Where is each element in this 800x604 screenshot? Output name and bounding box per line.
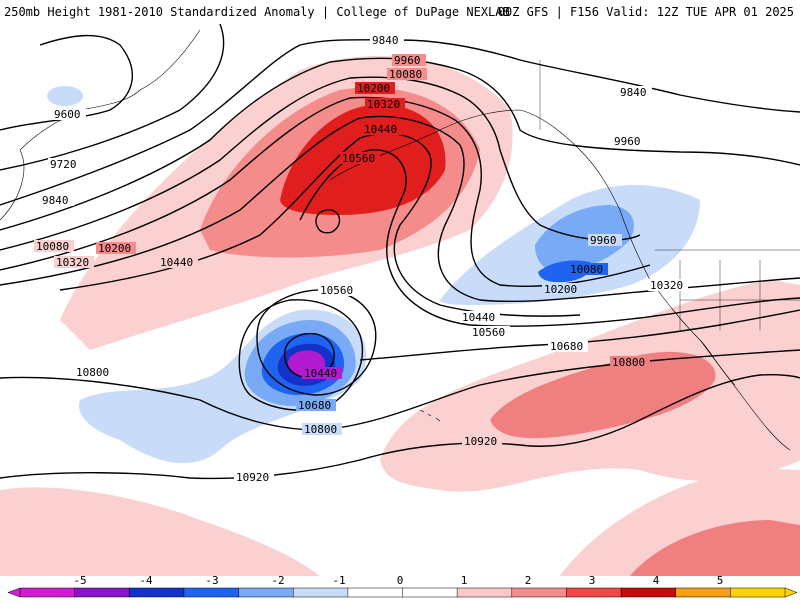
map-header: 250mb Height 1981-2010 Standardized Anom…: [0, 0, 800, 24]
contour-label: 10080: [389, 68, 422, 81]
colorbar-segment: [19, 587, 76, 598]
contour-9600: [0, 34, 134, 131]
colorbar-segment: [347, 587, 404, 598]
contour-label: 10440: [160, 256, 193, 269]
contour-10440-ring: [283, 332, 335, 378]
contour-label: 9840: [42, 194, 69, 207]
colorbar-tick: -5: [73, 574, 86, 587]
contour-9720: [0, 24, 225, 171]
contour-label: 10800: [612, 356, 645, 369]
colorbar-segment: [129, 587, 185, 598]
contour-label: 10200: [98, 242, 131, 255]
contour-10320: [0, 115, 800, 303]
map-title: 250mb Height 1981-2010 Standardized Anom…: [4, 5, 510, 19]
colorbar-tick: -3: [205, 574, 218, 587]
contour-label: 10080: [570, 263, 603, 276]
hawaii-islands: [419, 409, 441, 422]
colorbar-segment: [730, 587, 786, 598]
colorbar-segment: [74, 587, 130, 598]
colorbar-canvas: -5 -4 -3 -2 -1 0 1 2 3 4 5: [7, 574, 798, 598]
contour-10680: [238, 299, 364, 411]
contour-label: 10440: [364, 123, 397, 136]
colorbar-tick: 1: [461, 574, 468, 587]
contour-label: 10920: [236, 471, 269, 484]
contour-label: 10680: [550, 340, 583, 353]
colorbar-segment: [620, 587, 677, 598]
contour-label: 10440: [304, 367, 337, 380]
contour-10560-north: [299, 149, 800, 327]
colorbar-segments: [7, 587, 798, 598]
contour-label: 10560: [472, 326, 505, 339]
anomaly-shading: [0, 55, 800, 576]
colorbar-segment: [402, 587, 458, 598]
colorbar-ticks: -5 -4 -3 -2 -1 0 1 2 3 4 5: [73, 574, 723, 587]
contour-label: 10800: [304, 423, 337, 436]
contour-10440-north: [59, 132, 581, 317]
contour-label: 9600: [54, 108, 81, 121]
negative-anomaly-northwest-blob: [47, 86, 83, 106]
contour-label: 9960: [394, 54, 421, 67]
political-borders: [539, 60, 800, 330]
contour-label: 10680: [298, 399, 331, 412]
colorbar-segment: [292, 587, 349, 598]
anomaly-map: 9840 9960 10080 10200 10320 10440 10560 …: [0, 24, 800, 576]
contour-labels: 9840 9960 10080 10200 10320 10440 10560 …: [34, 34, 688, 484]
contour-label: 10320: [56, 256, 89, 269]
contour-label: 10320: [367, 98, 400, 111]
map-canvas: 9840 9960 10080 10200 10320 10440 10560 …: [0, 24, 800, 576]
contour-label: 10440: [462, 311, 495, 324]
contour-label: 10200: [357, 82, 390, 95]
contour-label: 10080: [36, 240, 69, 253]
colorbar-tick: 0: [397, 574, 404, 587]
colorbar-segment: [456, 587, 513, 598]
alaska-coast: [329, 109, 621, 211]
colorbar-segment: [675, 587, 732, 598]
contour-label: 10560: [342, 152, 375, 165]
height-contours: [0, 24, 800, 480]
positive-anomaly-southeast-core: [630, 520, 800, 576]
contour-label: 10200: [544, 283, 577, 296]
colorbar-segment: [511, 587, 568, 598]
colorbar-tick: -1: [332, 574, 345, 587]
contour-9960: [0, 57, 800, 231]
colorbar-max-arrow: [784, 587, 798, 598]
contour-label: 9960: [614, 135, 641, 148]
contour-label: 9840: [620, 86, 647, 99]
colorbar-segment: [238, 587, 294, 598]
colorbar-tick: -2: [271, 574, 284, 587]
positive-anomaly-south: [0, 487, 320, 576]
contour-10680-east: [359, 309, 800, 361]
colorbar-segment: [183, 587, 240, 598]
colorbar-segment: [566, 587, 622, 598]
contour-label: 9960: [590, 234, 617, 247]
contour-label: 10800: [76, 366, 109, 379]
positive-anomaly-east-pacific-core: [490, 351, 716, 439]
colorbar-tick: 4: [653, 574, 660, 587]
contour-closed-10560-small: [315, 209, 341, 234]
model-run-info: 00Z GFS | F156 Valid: 12Z TUE APR 01 202…: [497, 5, 794, 19]
colorbar-tick: 3: [589, 574, 596, 587]
contour-10200: [0, 96, 651, 287]
contour-label: 9720: [50, 158, 77, 171]
colorbar-min-arrow: [7, 587, 21, 598]
contour-label: 10560: [320, 284, 353, 297]
contour-label: 10920: [464, 435, 497, 448]
colorbar-tick: -4: [139, 574, 153, 587]
anomaly-colorbar: -5 -4 -3 -2 -1 0 1 2 3 4 5: [0, 574, 800, 600]
contour-10080: [0, 76, 641, 251]
colorbar-tick: 5: [717, 574, 724, 587]
contour-label: 9840: [372, 34, 399, 47]
contour-10800: [0, 349, 800, 431]
contour-label: 10320: [650, 279, 683, 292]
colorbar-tick: 2: [525, 574, 532, 587]
